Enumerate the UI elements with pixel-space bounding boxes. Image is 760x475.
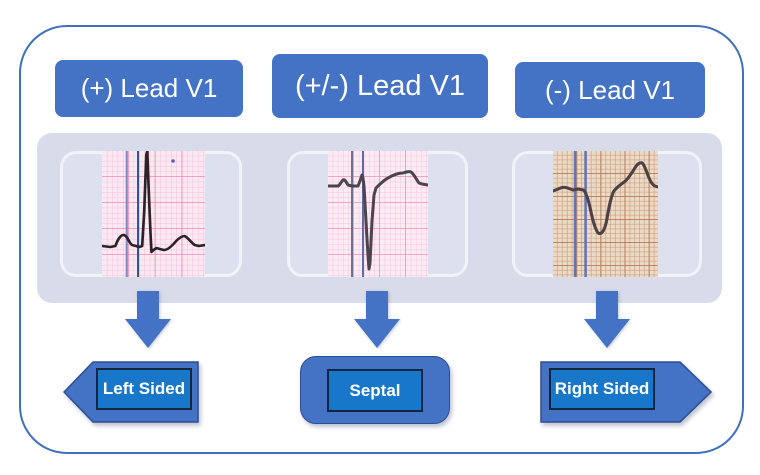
- positive-tall-r-wave-ecg-strip-icon: [102, 151, 205, 277]
- result-label: Left Sided: [102, 379, 186, 398]
- header-negative-lead-v1: (-) Lead V1: [515, 62, 705, 118]
- result-label: Right Sided: [554, 379, 650, 398]
- ecg-trace: [328, 170, 428, 271]
- down-arrow-icon: [584, 291, 630, 348]
- marker-dot: [171, 159, 175, 163]
- result-badge-septal: Septal: [327, 369, 423, 412]
- ecg-trace: [553, 161, 658, 235]
- result-badge-left-sided: Left Sided: [96, 368, 192, 410]
- result-badge-right-sided: Right Sided: [549, 368, 655, 410]
- down-arrow-icon: [125, 291, 171, 348]
- header-label: (+) Lead V1: [80, 73, 218, 103]
- biphasic-deep-s-wave-ecg-strip-icon: [328, 151, 428, 277]
- header-label: (+/-) Lead V1: [294, 69, 466, 102]
- header-biphasic-lead-v1: (+/-) Lead V1: [272, 54, 488, 118]
- ecg-trace: [102, 151, 205, 254]
- header-positive-lead-v1: (+) Lead V1: [55, 60, 243, 117]
- negative-qs-wave-ecg-strip-icon: [553, 151, 658, 277]
- result-label: Septal: [349, 380, 401, 400]
- down-arrow-icon: [354, 291, 400, 348]
- header-label: (-) Lead V1: [544, 74, 676, 105]
